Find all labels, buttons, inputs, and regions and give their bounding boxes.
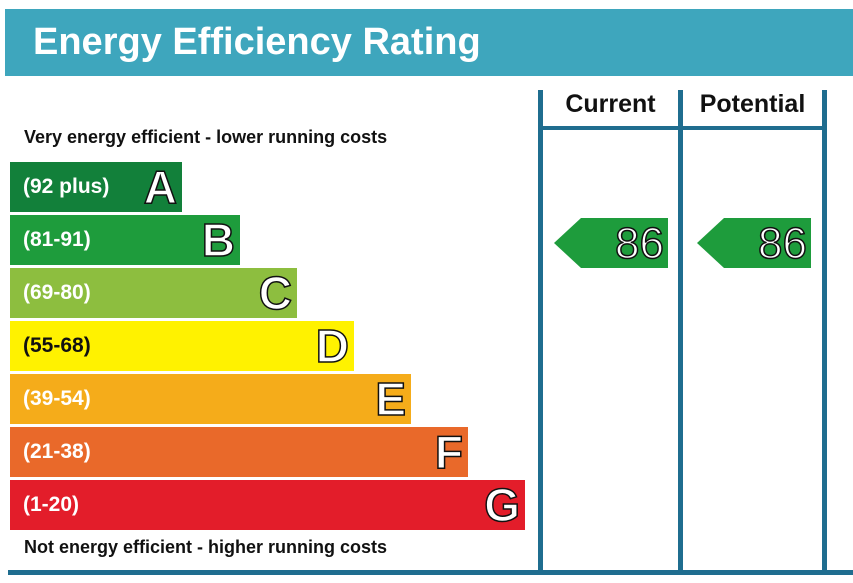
bottom-caption: Not energy efficient - higher running co… bbox=[24, 537, 388, 557]
band-letter: G bbox=[483, 479, 520, 531]
band-range-label: (21-38) bbox=[23, 440, 91, 463]
potential-rating-arrow: 86 bbox=[697, 218, 811, 269]
rating-arrow-shape bbox=[697, 218, 811, 268]
band-b: (81-91) B bbox=[10, 214, 240, 266]
band-range-label: (39-54) bbox=[23, 387, 91, 410]
band-letter: E bbox=[375, 373, 407, 425]
band-letter: D bbox=[315, 320, 350, 372]
rating-arrow-shape bbox=[554, 218, 668, 268]
band-letter: A bbox=[143, 161, 178, 213]
band-range-label: (55-68) bbox=[23, 334, 91, 357]
band-range-label: (81-91) bbox=[23, 228, 91, 251]
header-bar: Energy Efficiency Rating bbox=[5, 9, 853, 76]
frame-line-left bbox=[538, 90, 543, 572]
frame-line-bottom bbox=[8, 570, 853, 575]
band-e: (39-54) E bbox=[10, 373, 411, 425]
potential-column-header: Potential bbox=[699, 90, 806, 118]
current-rating-value: 86 bbox=[614, 218, 664, 269]
band-letter: C bbox=[258, 267, 293, 319]
page-title: Energy Efficiency Rating bbox=[33, 21, 481, 63]
current-rating-arrow: 86 bbox=[554, 218, 668, 269]
top-caption: Very energy efficient - lower running co… bbox=[24, 127, 388, 147]
potential-rating-value: 86 bbox=[757, 218, 807, 269]
band-c: (69-80) C bbox=[10, 267, 297, 319]
frame-line-middle bbox=[678, 90, 683, 572]
band-range-label: (92 plus) bbox=[23, 175, 110, 198]
band-range-label: (1-20) bbox=[23, 493, 80, 516]
frame-line-header bbox=[538, 126, 827, 130]
band-d: (55-68) D bbox=[10, 320, 354, 372]
band-g: (1-20) G bbox=[10, 479, 525, 531]
frame-line-right bbox=[822, 90, 827, 572]
band-a: (92 plus) A bbox=[10, 161, 182, 213]
band-letter: F bbox=[434, 426, 464, 478]
band-f: (21-38) F bbox=[10, 426, 468, 478]
band-range-label: (69-80) bbox=[23, 281, 91, 304]
current-column-header: Current bbox=[565, 90, 656, 118]
band-letter: B bbox=[201, 214, 236, 266]
